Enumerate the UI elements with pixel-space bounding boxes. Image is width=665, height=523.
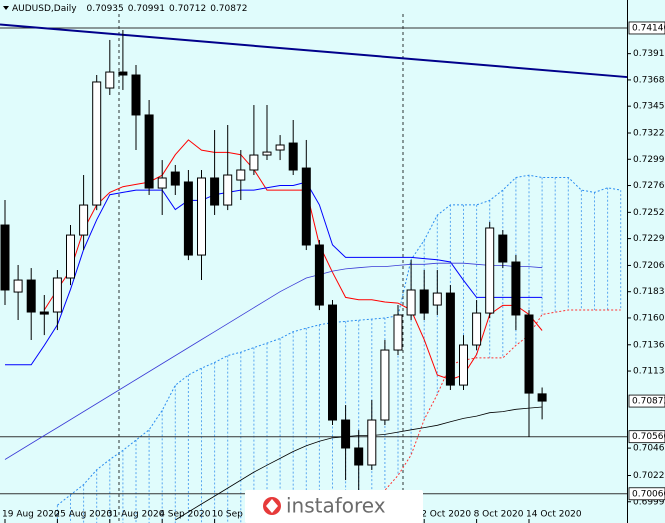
candle-body	[485, 227, 495, 314]
candle-body	[79, 204, 89, 236]
watermark: instaforex	[286, 494, 386, 518]
x-tick-label: 31 Aug 2020	[107, 510, 165, 520]
candle-body	[131, 74, 141, 116]
candle-body	[524, 314, 534, 394]
watermark-icon	[266, 499, 278, 513]
header-open: 0.70935	[87, 4, 124, 14]
candle-body	[118, 71, 128, 76]
header-close: 0.70872	[210, 4, 247, 14]
watermark-box	[245, 490, 423, 523]
x-tick-label: 2 Oct 2020	[421, 510, 471, 520]
x-tick-label: 10 Sep 2020	[212, 510, 269, 520]
level-label-box	[628, 487, 665, 501]
candle-body	[511, 261, 521, 316]
x-tick-label: 4 Sep 2020	[159, 510, 211, 520]
candle-body	[419, 289, 429, 314]
y-tick-label: 0.72295	[633, 234, 665, 244]
candle-body	[498, 234, 508, 263]
candle-body	[445, 292, 455, 386]
y-tick-label: 0.71135	[633, 367, 665, 377]
current-price-label: 0.70872	[632, 397, 665, 407]
header-icon	[3, 6, 9, 10]
candle-body	[197, 177, 206, 256]
indicator-line	[4, 262, 543, 460]
candle-body	[39, 311, 49, 315]
candle-body	[223, 174, 233, 206]
candle-body	[262, 151, 272, 156]
candle-body	[341, 419, 351, 449]
candle-body	[354, 447, 364, 466]
candle-body	[472, 312, 482, 346]
candle-body	[328, 304, 337, 421]
y-tick-label: 0.73915	[633, 49, 665, 59]
candle-body	[288, 142, 298, 171]
candle-body	[236, 169, 246, 181]
header-low: 0.70712	[169, 4, 206, 14]
candle-body	[13, 279, 23, 293]
current-price-label-box	[628, 394, 665, 408]
x-tick-label: 8 Oct 2020	[474, 510, 524, 520]
candle-body	[66, 234, 75, 279]
candle-body	[275, 144, 285, 151]
candle-body	[432, 292, 442, 306]
level-label-box	[628, 430, 665, 444]
candle-body	[301, 167, 311, 246]
candle-body	[393, 314, 403, 351]
candle-body	[183, 181, 193, 256]
candle-body	[537, 393, 547, 402]
header-high: 0.70991	[128, 4, 165, 14]
cloud-upper	[57, 174, 621, 506]
header-symbol: AUDUSD,Daily	[12, 4, 77, 14]
trendline	[0, 23, 628, 79]
candle-body	[406, 289, 416, 316]
candle-body	[210, 177, 220, 206]
candle-body	[0, 224, 10, 291]
level-label-box	[628, 21, 665, 35]
y-tick-label: 0.73685	[633, 75, 665, 85]
candle-body	[380, 349, 390, 421]
candle-body	[249, 154, 259, 171]
candle-body	[170, 171, 180, 186]
header: AUDUSD,Daily 0.70935 0.70991 0.70712 0.70872	[12, 4, 247, 14]
candle-body	[367, 419, 377, 466]
cloud-lower	[266, 309, 621, 521]
candle-body	[92, 81, 102, 206]
candle-body	[459, 344, 468, 386]
candle-body	[105, 71, 115, 89]
x-tick-label: 14 Oct 2020	[526, 510, 582, 520]
y-tick-label: 0.72525	[633, 208, 665, 218]
y-tick-label: 0.71365	[633, 340, 665, 350]
candle-body	[52, 277, 62, 313]
candle-body	[144, 114, 154, 189]
candle-body	[314, 244, 324, 306]
y-tick-label: 0.73455	[633, 102, 665, 112]
candle-body	[26, 279, 36, 313]
candle-body	[157, 177, 167, 189]
x-tick-label: 19 Aug 2020	[2, 510, 60, 520]
indicator-line	[5, 181, 543, 366]
x-tick-label: 25 Aug 2020	[54, 510, 112, 520]
